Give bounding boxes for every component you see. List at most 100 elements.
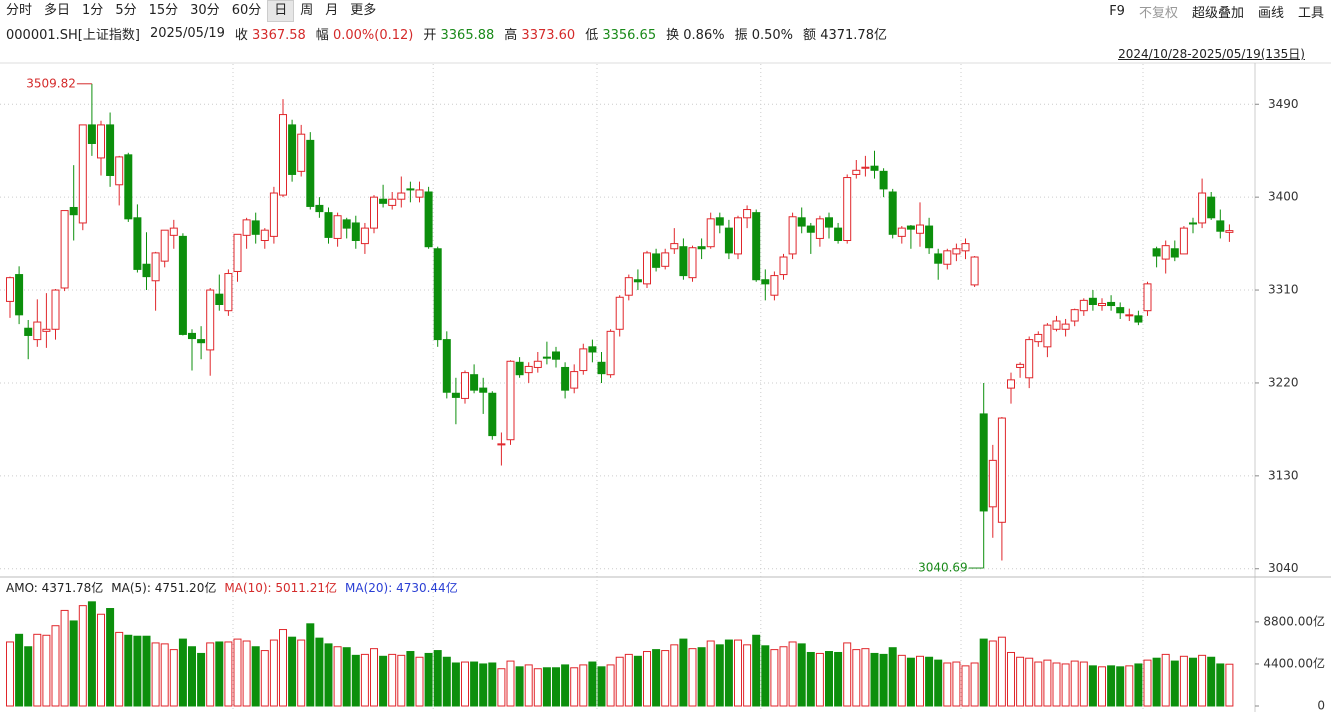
volume-bar (69, 620, 78, 707)
volume-bar (870, 652, 879, 707)
volume-bar (1025, 657, 1034, 707)
period-button[interactable]: 多日 (44, 3, 71, 18)
period-button[interactable]: 月 (325, 3, 339, 18)
volume-bar (761, 645, 770, 707)
volume-bar (533, 668, 542, 707)
candle-body (588, 346, 597, 353)
candle-body (879, 170, 888, 190)
candle-body (388, 198, 397, 206)
volume-bar (279, 629, 287, 707)
candle-body (734, 217, 742, 255)
candle-body (1170, 248, 1179, 258)
volume-bar (1207, 656, 1216, 707)
candle-body (652, 253, 661, 268)
candle-body (961, 243, 970, 252)
candle-body (306, 139, 315, 207)
period-button[interactable]: 5分 (115, 3, 137, 18)
candle-body (561, 366, 570, 391)
period-button[interactable]: 周 (300, 3, 314, 18)
period-button[interactable]: 30分 (190, 3, 220, 18)
candle-body (1207, 196, 1216, 219)
quote-item: 换 0.86% (666, 24, 724, 43)
period-button[interactable]: 日 (267, 0, 295, 22)
volume-bar (1225, 663, 1234, 707)
code: 000001.SH[上证指数] (6, 27, 140, 43)
candle-body (570, 371, 579, 389)
volume-bar (1134, 663, 1143, 707)
volume-bar (1061, 663, 1070, 707)
volume-bar (215, 641, 224, 707)
volume-bar (797, 643, 806, 707)
volume-bar (1116, 666, 1125, 707)
quote-value: 3356.65 (602, 27, 657, 43)
candle-body (188, 332, 196, 340)
high-annotation: 3509.82 (26, 76, 76, 90)
candle-body (1061, 323, 1070, 330)
volume-bar (269, 639, 278, 707)
candle-body (379, 198, 388, 204)
quote-item: 高 3373.60 (504, 24, 575, 43)
candle-body (1125, 314, 1134, 317)
candle-body (1098, 302, 1106, 307)
period-button[interactable]: 更多 (350, 3, 377, 18)
candle-body (178, 235, 187, 335)
tool-button[interactable]: 画线 (1257, 5, 1284, 21)
volume-bar (260, 650, 269, 707)
candle-body (106, 124, 115, 176)
candle-body (97, 124, 105, 159)
period-button[interactable]: 1分 (82, 3, 104, 18)
candle-body (1134, 315, 1143, 323)
candle-body (697, 246, 706, 250)
quote-value: 3373.60 (521, 27, 576, 43)
date-range[interactable]: 2024/10/28-2025/05/19(135日) (1118, 47, 1305, 61)
tool-button[interactable]: 工具 (1297, 5, 1324, 21)
candle-body (797, 217, 806, 227)
candle-body (1198, 192, 1207, 224)
candle-body (415, 189, 424, 198)
volume-bar (570, 667, 579, 707)
candle-body (579, 348, 588, 372)
volume-bar (497, 668, 506, 707)
candle-body (360, 227, 369, 245)
volume-bar (970, 662, 979, 707)
period-button[interactable]: 分时 (6, 3, 33, 18)
quote-label: 开 (423, 27, 437, 43)
volume-bar (1098, 666, 1106, 707)
volume-bar (451, 662, 460, 707)
candle-body (470, 374, 479, 391)
candle-body (1088, 297, 1097, 306)
tool-button[interactable]: 超级叠加 (1191, 5, 1244, 21)
volume-bar (233, 638, 242, 707)
volume-bar (588, 661, 597, 707)
tool-button[interactable]: 不复权 (1138, 5, 1178, 21)
candle-body (870, 165, 879, 171)
candle-body (151, 252, 160, 282)
candle-body (69, 206, 78, 216)
candle-body (779, 256, 788, 276)
period-button[interactable]: 15分 (148, 3, 179, 18)
volume-bar (597, 666, 606, 707)
candle-body (260, 229, 269, 242)
quote-item: 收 3367.58 (235, 24, 306, 43)
volume-bar (542, 667, 551, 707)
volume-bar (78, 605, 87, 707)
candle-body (1025, 339, 1034, 379)
y-tick-label: 3400 (1268, 190, 1299, 204)
candle-body (497, 443, 506, 446)
candle-body (370, 196, 378, 229)
volume-bar (1016, 656, 1025, 707)
volume-bar (178, 638, 187, 707)
y-tick-label: 3220 (1268, 375, 1299, 389)
volume-bar (1179, 655, 1188, 707)
quote-item: 额 4371.78亿 (803, 24, 887, 43)
volume-bar (997, 636, 1006, 707)
tool-button[interactable]: F9 (1109, 3, 1125, 19)
volume-bar (661, 650, 670, 707)
candle-body (1052, 320, 1061, 330)
candle-body (542, 356, 551, 359)
volume-bar (242, 640, 251, 707)
volume-bar (670, 644, 679, 707)
period-button[interactable]: 60分 (231, 3, 262, 18)
volume-tick-label: 4400.00亿 (1263, 655, 1325, 670)
volume-bar (1143, 659, 1152, 707)
